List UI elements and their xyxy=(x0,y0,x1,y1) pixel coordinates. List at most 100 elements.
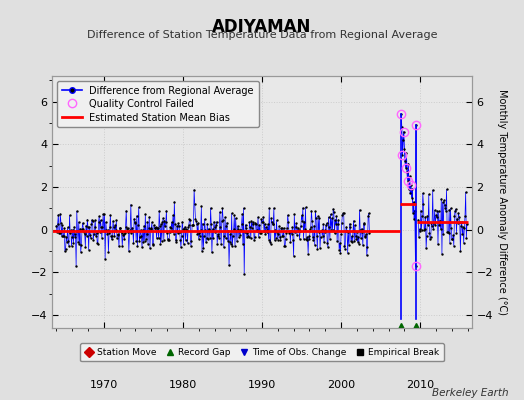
Point xyxy=(236,232,244,238)
Point xyxy=(92,230,101,236)
Point xyxy=(80,229,88,235)
Point xyxy=(161,223,169,230)
Point xyxy=(267,215,276,222)
Point xyxy=(199,245,208,251)
Point xyxy=(362,230,370,237)
Point xyxy=(261,231,269,237)
Point xyxy=(94,219,103,225)
Point xyxy=(439,199,447,206)
Point xyxy=(209,235,217,241)
Point xyxy=(437,195,445,202)
Point xyxy=(66,230,74,236)
Point xyxy=(221,214,230,220)
Point xyxy=(130,216,138,222)
Point xyxy=(63,224,72,231)
Point xyxy=(454,220,462,226)
Point xyxy=(308,218,316,224)
Point xyxy=(107,233,115,240)
Point xyxy=(330,230,339,237)
Point xyxy=(334,220,342,227)
Point xyxy=(291,223,300,230)
Point xyxy=(208,249,216,256)
Point xyxy=(196,227,205,233)
Point xyxy=(260,220,269,227)
Point xyxy=(347,233,356,240)
Point xyxy=(139,239,148,245)
Point xyxy=(431,222,440,228)
Point xyxy=(244,233,253,239)
Point xyxy=(274,236,282,243)
Point xyxy=(194,220,202,226)
Point xyxy=(445,240,454,246)
Point xyxy=(352,233,360,240)
Point xyxy=(322,222,330,228)
Point xyxy=(166,224,174,230)
Point xyxy=(300,218,309,225)
Point xyxy=(223,219,231,226)
Point xyxy=(131,219,139,226)
Point xyxy=(185,216,194,222)
Point xyxy=(194,236,203,242)
Point xyxy=(89,218,97,224)
Point xyxy=(247,218,256,224)
Point xyxy=(263,226,271,233)
Point xyxy=(334,216,343,223)
Text: Berkeley Earth: Berkeley Earth xyxy=(432,388,508,398)
Point xyxy=(320,229,329,236)
Point xyxy=(281,243,289,249)
Point xyxy=(348,239,356,245)
Point xyxy=(206,205,215,211)
Point xyxy=(229,232,237,239)
Point xyxy=(140,222,148,229)
Point xyxy=(61,248,69,254)
Point xyxy=(115,224,124,231)
Point xyxy=(410,216,419,222)
Point xyxy=(151,224,160,230)
Point xyxy=(69,226,77,233)
Point xyxy=(319,221,328,227)
Point xyxy=(81,244,90,250)
Point xyxy=(314,213,322,220)
Point xyxy=(257,216,266,222)
Point xyxy=(312,233,321,239)
Point xyxy=(449,236,457,243)
Point xyxy=(270,237,279,244)
Point xyxy=(424,191,433,198)
Point xyxy=(430,219,438,226)
Point xyxy=(113,235,121,242)
Point xyxy=(58,222,67,228)
Point xyxy=(167,225,175,231)
Point xyxy=(191,216,200,222)
Point xyxy=(407,182,415,188)
Point xyxy=(286,228,294,234)
Point xyxy=(462,189,470,195)
Point xyxy=(337,220,346,226)
Point xyxy=(322,220,331,226)
Point xyxy=(460,225,468,231)
Point xyxy=(307,224,315,230)
Point xyxy=(453,216,461,222)
Point xyxy=(404,160,412,167)
Point xyxy=(150,222,158,228)
Point xyxy=(296,227,304,234)
Point xyxy=(52,222,61,229)
Point xyxy=(202,239,210,246)
Point xyxy=(360,220,368,226)
Point xyxy=(425,230,433,236)
Point xyxy=(346,224,355,230)
Point xyxy=(159,215,167,222)
Point xyxy=(147,225,156,231)
Point xyxy=(411,207,419,214)
Point xyxy=(54,211,62,218)
Point xyxy=(126,227,134,233)
Point xyxy=(233,223,242,229)
Point xyxy=(288,231,296,237)
Point xyxy=(63,238,71,245)
Point xyxy=(105,230,113,236)
Point xyxy=(398,152,407,158)
Legend: Station Move, Record Gap, Time of Obs. Change, Empirical Break: Station Move, Record Gap, Time of Obs. C… xyxy=(80,344,444,362)
Point xyxy=(272,217,281,224)
Point xyxy=(400,146,409,152)
Point xyxy=(399,128,408,135)
Point xyxy=(225,262,233,269)
